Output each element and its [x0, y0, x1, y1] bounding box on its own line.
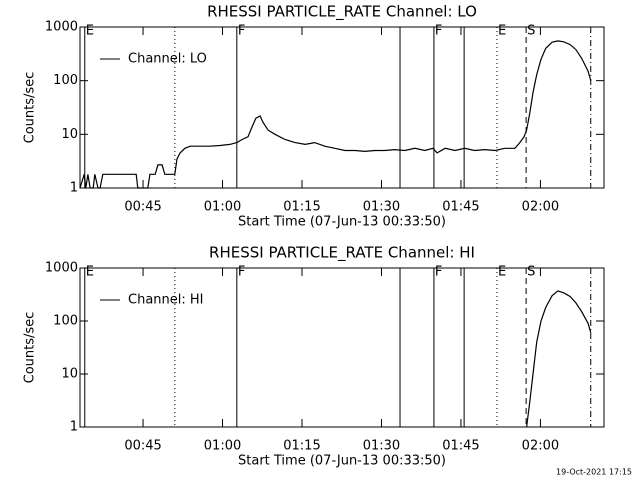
event-label: E	[498, 265, 506, 280]
y-tick-label: 1000	[45, 261, 78, 276]
x-tick-label: 01:45	[442, 439, 479, 454]
legend-label: Channel: LO	[128, 52, 207, 67]
event-label: S	[527, 265, 535, 280]
x-tick-label: 00:45	[124, 200, 161, 215]
x-tick-label: 01:00	[204, 200, 241, 215]
x-tick-label: 01:15	[283, 200, 320, 215]
timestamp: 19-Oct-2021 17:15	[556, 468, 632, 477]
x-tick-label: 01:45	[442, 200, 479, 215]
y-tick-label: 100	[53, 73, 78, 88]
x-tick-label: 02:00	[522, 200, 559, 215]
x-tick-label: 00:45	[124, 439, 161, 454]
x-axis-label: Start Time (07-Jun-13 00:33:50)	[238, 454, 446, 469]
y-tick-label: 100	[53, 314, 78, 329]
legend-label: Channel: HI	[128, 293, 204, 308]
y-tick-label: 1000	[45, 20, 78, 35]
chart-title: RHESSI PARTICLE_RATE Channel: HI	[209, 244, 475, 263]
y-tick-label: 1	[70, 181, 78, 196]
event-label: F	[435, 265, 442, 280]
data-line	[526, 290, 592, 428]
x-tick-label: 01:00	[204, 439, 241, 454]
data-line	[79, 40, 592, 189]
y-tick-label: 10	[61, 367, 78, 382]
plot-frame	[79, 267, 605, 428]
y-tick-label: 10	[61, 127, 78, 142]
x-tick-label: 01:15	[283, 439, 320, 454]
x-tick-label: 01:30	[363, 439, 400, 454]
event-label: F	[238, 24, 245, 39]
event-label: F	[435, 24, 442, 39]
x-tick-label: 02:00	[522, 439, 559, 454]
event-label: E	[498, 24, 506, 39]
event-label: S	[527, 24, 535, 39]
y-axis-label: Counts/sec	[23, 312, 38, 384]
chart-title: RHESSI PARTICLE_RATE Channel: LO	[207, 3, 477, 22]
y-tick-label: 1	[70, 420, 78, 435]
plot-frame	[79, 26, 605, 189]
event-label: F	[238, 265, 245, 280]
x-axis-label: Start Time (07-Jun-13 00:33:50)	[238, 215, 446, 230]
y-axis-label: Counts/sec	[23, 72, 38, 144]
x-tick-label: 01:30	[363, 200, 400, 215]
event-label: E	[86, 265, 94, 280]
event-label: E	[86, 24, 94, 39]
